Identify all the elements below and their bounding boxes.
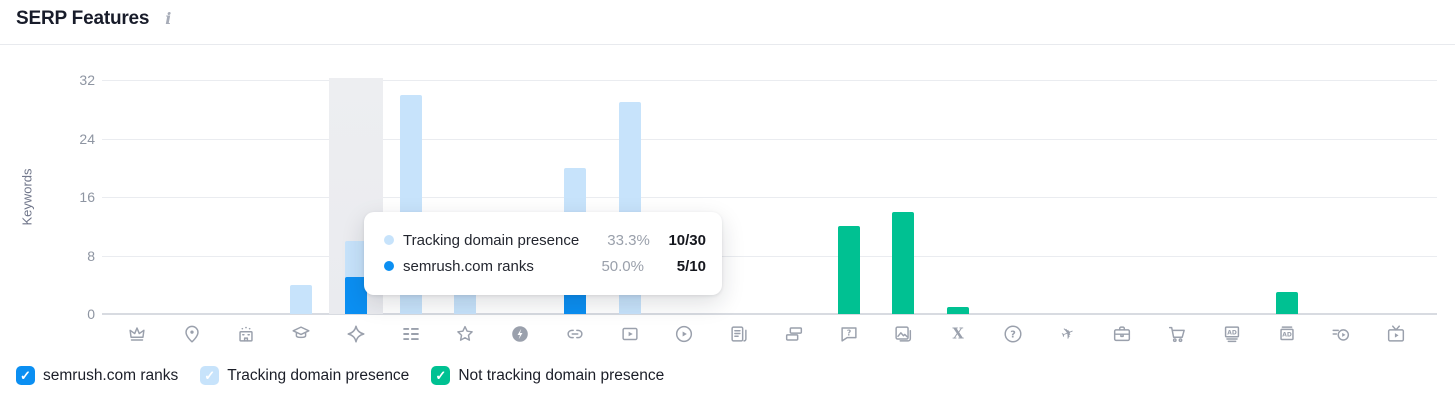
svg-text:?: ? <box>1010 329 1016 340</box>
series-dot-icon <box>384 235 394 245</box>
y-tick-label: 16 <box>79 189 95 205</box>
checkbox-checked-icon[interactable]: ✓ <box>16 366 35 385</box>
gridline <box>102 197 1437 198</box>
top-stories-news-icon <box>728 323 750 345</box>
tv-stories-icon <box>1385 323 1407 345</box>
featured-video-icon <box>619 323 641 345</box>
bar-not-tracking-ads-bottom[interactable] <box>1275 292 1298 314</box>
bar-not-tracking-image-pack[interactable] <box>892 211 915 314</box>
bar-tracking-knowledge-panel-cap[interactable] <box>290 284 313 314</box>
bar-not-tracking-faq-question-bubble[interactable] <box>837 226 860 314</box>
tooltip-series-label: Tracking domain presence <box>403 231 580 249</box>
chart-tooltip: Tracking domain presence 33.3% 10/30 semrus… <box>364 212 722 295</box>
amp-bolt-icon <box>509 323 531 345</box>
video-preview-icon <box>1330 323 1352 345</box>
legend-item-not_tracking[interactable]: ✓ Not tracking domain presence <box>431 366 664 385</box>
bar-ranks-featured-snippet-diamond[interactable] <box>344 277 367 314</box>
y-tick-label: 8 <box>87 247 95 264</box>
gridline <box>102 255 1437 257</box>
image-pack-icon <box>892 323 914 345</box>
svg-text:AD: AD <box>1227 329 1237 336</box>
legend-label: Tracking domain presence <box>227 366 410 384</box>
bar-not-tracking-x-twitter[interactable] <box>947 306 970 314</box>
gridline <box>102 138 1437 140</box>
local-pack-pin-icon <box>181 323 203 345</box>
chart-legend: ✓ semrush.com ranks ✓ Tracking domain prese… <box>16 366 664 385</box>
video-carousel-play-icon <box>673 323 695 345</box>
legend-item-ranks[interactable]: ✓ semrush.com ranks <box>16 366 178 385</box>
widget-header: SERP Features i <box>16 8 174 30</box>
y-tick-label: 0 <box>87 306 95 322</box>
x-twitter-icon: X <box>947 323 969 345</box>
x-axis-line <box>102 313 1437 315</box>
svg-text:?: ? <box>846 329 851 338</box>
y-tick-label: 32 <box>79 72 95 88</box>
legend-item-tracking[interactable]: ✓ Tracking domain presence <box>200 366 409 385</box>
svg-text:X: X <box>952 326 964 343</box>
checkbox-checked-icon[interactable]: ✓ <box>431 366 451 385</box>
legend-label: semrush.com ranks <box>43 366 179 384</box>
svg-text:✈: ✈ <box>1058 323 1077 344</box>
checkbox-checked-icon[interactable]: ✓ <box>200 366 220 385</box>
people-also-ask-circle-icon: ? <box>1002 323 1024 345</box>
jobs-briefcase-icon <box>1111 323 1133 345</box>
reviews-star-icon <box>454 323 476 345</box>
serp-features-chart: Keywords 32 24 16 8 0? X? ✈ AD AD <box>0 45 1455 355</box>
tooltip-percent: 50.0% <box>601 257 644 275</box>
hotel-pack-building-icon <box>235 323 257 345</box>
bar-ranks-url-link[interactable] <box>563 292 586 314</box>
y-tick-label: 24 <box>79 130 95 147</box>
info-icon[interactable]: i <box>165 9 172 28</box>
tooltip-fraction: 10/30 <box>668 231 706 249</box>
y-axis-label: Keywords <box>19 168 35 226</box>
ads-top-icon: AD <box>1221 323 1243 345</box>
shopping-cart-icon <box>1166 323 1188 345</box>
crown-icon <box>126 323 148 345</box>
tooltip-row: semrush.com ranks 50.0% 5/10 <box>380 253 706 279</box>
faq-question-bubble-icon: ? <box>838 323 860 345</box>
tooltip-series-label: semrush.com ranks <box>403 257 534 275</box>
sitelinks-list-icon <box>400 323 422 345</box>
header-divider <box>0 44 1455 45</box>
gridline <box>102 80 1437 81</box>
url-link-icon <box>564 323 586 345</box>
series-dot-icon <box>384 261 394 271</box>
legend-label: Not tracking domain presence <box>458 366 665 384</box>
carousel-cards-icon <box>783 323 805 345</box>
page-title: SERP Features <box>16 8 150 29</box>
ads-bottom-icon: AD <box>1276 323 1298 345</box>
tooltip-percent: 33.3% <box>607 231 650 249</box>
flights-plane-icon: ✈ <box>1057 323 1079 345</box>
featured-snippet-diamond-icon <box>345 323 367 345</box>
tooltip-row: Tracking domain presence 33.3% 10/30 <box>380 227 706 253</box>
svg-text:AD: AD <box>1282 332 1292 339</box>
knowledge-panel-cap-icon <box>290 323 312 345</box>
tooltip-fraction: 5/10 <box>676 257 706 275</box>
